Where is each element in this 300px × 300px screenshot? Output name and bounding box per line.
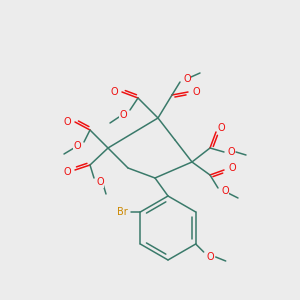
Text: O: O bbox=[192, 87, 200, 97]
Text: O: O bbox=[73, 141, 81, 151]
Text: O: O bbox=[119, 110, 127, 120]
Text: O: O bbox=[183, 74, 191, 84]
Text: O: O bbox=[221, 186, 229, 196]
Text: O: O bbox=[227, 147, 235, 157]
Text: O: O bbox=[110, 87, 118, 97]
Text: O: O bbox=[63, 117, 71, 127]
Text: Br: Br bbox=[117, 207, 128, 217]
Text: O: O bbox=[217, 123, 225, 133]
Text: O: O bbox=[228, 163, 236, 173]
Text: O: O bbox=[63, 167, 71, 177]
Text: O: O bbox=[96, 177, 104, 187]
Text: O: O bbox=[207, 252, 214, 262]
